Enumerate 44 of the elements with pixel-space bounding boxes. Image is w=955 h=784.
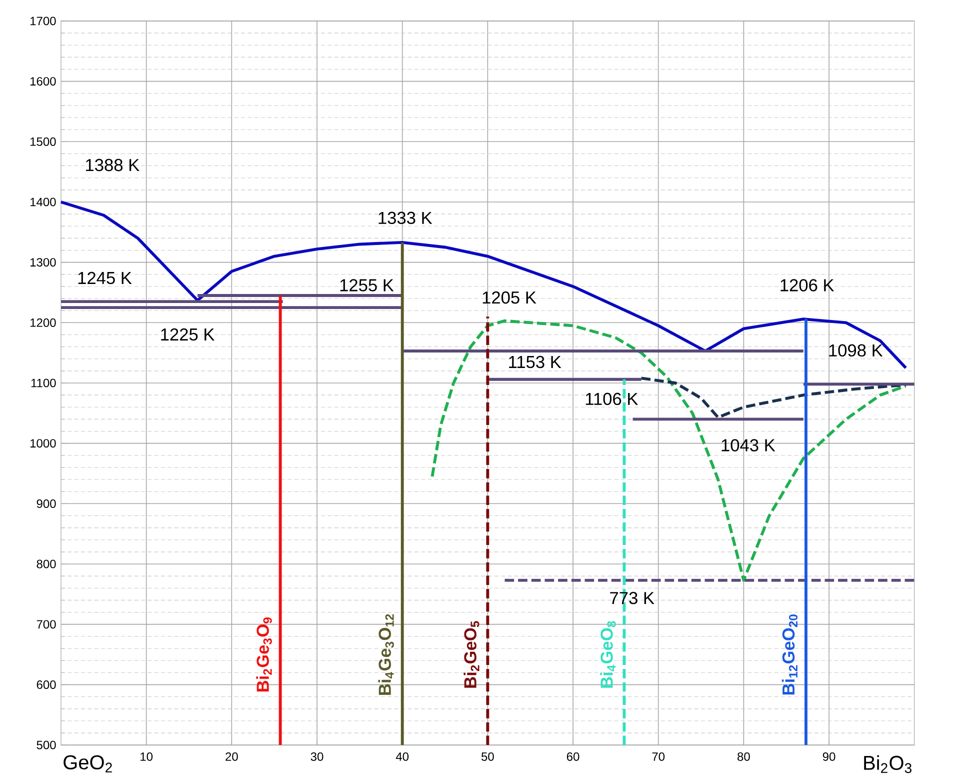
y-tick-label: 500 [36, 740, 56, 750]
line-series [640, 376, 908, 419]
text: Bi$_{12}$GeO$_{20}$ [782, 614, 798, 694]
x-tick-label: 70 [652, 752, 665, 761]
y-tick-label: 700 [36, 620, 56, 629]
line-series [430, 319, 908, 582]
annotation: 1106 K [586, 392, 638, 406]
text: Bi$_{2}$GeO$_{5}$ [464, 621, 480, 688]
y-tick-label: 1400 [30, 198, 56, 206]
x-tick-label: 40 [396, 752, 409, 761]
y-tick-label: 1000 [30, 439, 56, 448]
y-tick-label: 1700 [30, 16, 56, 26]
annotation: 1225 K [161, 328, 215, 341]
y-tick-label: 900 [36, 499, 56, 508]
line-series [60, 200, 908, 370]
annotation: 1245 K [78, 272, 132, 284]
x-tick-label: 10 [140, 752, 153, 761]
x-tick-label: 30 [310, 752, 324, 761]
y-tick-label: 1600 [30, 77, 56, 86]
x-tick-label: 80 [738, 752, 750, 761]
annotation: 1205 K [482, 291, 536, 304]
y-tick-label: 1100 [31, 378, 56, 388]
y-tick-label: 1200 [30, 318, 56, 327]
annotation: 1098 K [829, 344, 883, 357]
x-tick-label: 60 [566, 752, 580, 761]
text: Bi$_{4}$GeO$_{8}$ [600, 621, 616, 688]
annotation: 1153 K [509, 356, 562, 368]
x-tick-label: 50 [481, 752, 494, 761]
annotation: 773 K [610, 592, 654, 604]
annotation: 1255 K [340, 279, 394, 292]
annotation: 1206 K [780, 279, 834, 292]
text: Bi$_{4}$Ge$_{3}$O$_{12}$ [378, 614, 394, 695]
annotation: 1333 K [378, 212, 432, 224]
y-tick-label: 1500 [30, 137, 56, 146]
annotation: 1388 K [86, 158, 140, 172]
y-tick-label: 600 [36, 680, 56, 689]
text: GeO$_{2}$ [64, 755, 112, 772]
y-tick-label: 1300 [30, 258, 56, 267]
annotation: 1043 K [722, 439, 776, 452]
text: Bi$_{2}$Ge$_{3}$O$_{9}$ [256, 618, 272, 692]
y-tick-label: 800 [36, 560, 56, 568]
x-tick-label: 90 [822, 752, 836, 761]
x-tick-label: 20 [226, 752, 238, 761]
text: Bi$_{2}$O$_{3}$ [864, 755, 912, 774]
